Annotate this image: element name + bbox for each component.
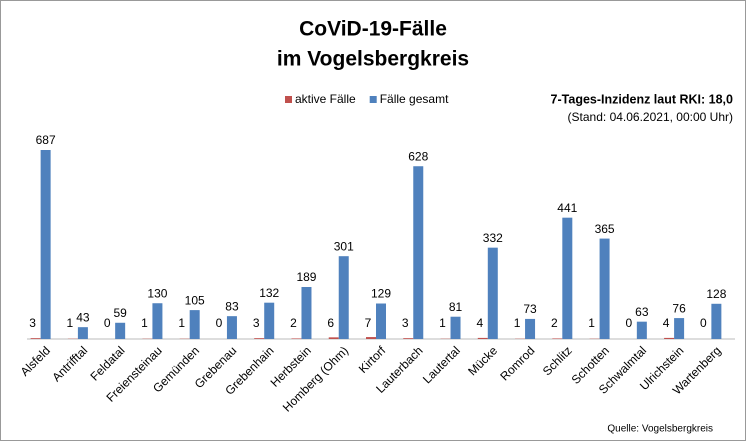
data-label: 128 [706, 287, 726, 301]
bar [226, 316, 237, 339]
bar [77, 327, 88, 339]
data-label: 332 [483, 231, 503, 245]
data-label: 1 [588, 316, 595, 330]
data-label: 83 [225, 299, 239, 313]
bar [477, 337, 488, 339]
data-label: 3 [402, 316, 409, 330]
data-label: 132 [259, 286, 279, 300]
data-label: 2 [551, 316, 558, 330]
chart-title: CoViD-19-Fälle [299, 18, 447, 41]
data-label: 0 [700, 316, 707, 330]
data-label: 1 [141, 316, 148, 330]
data-label: 1 [67, 316, 74, 330]
bar [264, 302, 275, 339]
data-label: 81 [449, 300, 463, 314]
data-label: 0 [104, 316, 111, 330]
bar [562, 217, 573, 339]
bar [328, 337, 339, 339]
bar [636, 321, 647, 339]
data-label: 4 [476, 316, 483, 330]
data-label: 441 [557, 201, 577, 215]
data-label: 130 [147, 286, 167, 300]
bar [115, 322, 126, 339]
bar [664, 337, 675, 339]
bar [711, 303, 722, 339]
data-label: 1 [514, 316, 521, 330]
bar [301, 287, 312, 339]
bar [254, 338, 265, 339]
legend-swatch [285, 96, 292, 103]
data-label: 365 [595, 222, 615, 236]
bar [403, 338, 414, 339]
data-label: 0 [216, 316, 223, 330]
data-label: 2 [290, 316, 297, 330]
data-label: 43 [76, 310, 90, 324]
data-label: 189 [296, 270, 316, 284]
bar [599, 238, 610, 339]
data-label: 687 [36, 133, 56, 147]
data-label: 6 [327, 316, 334, 330]
bar [338, 256, 349, 339]
data-label: 76 [672, 301, 686, 315]
bar [450, 316, 461, 339]
bar [30, 338, 41, 339]
data-label: 4 [663, 316, 670, 330]
bar [413, 166, 424, 339]
chart-subtitle: im Vogelsbergkreis [277, 48, 469, 71]
data-label: 129 [371, 287, 391, 301]
data-label: 0 [625, 316, 632, 330]
annotation: (Stand: 04.06.2021, 00:00 Uhr) [568, 110, 733, 124]
bar [552, 338, 563, 339]
source: Quelle: Vogelsbergkreis [607, 424, 713, 435]
bar [376, 303, 386, 339]
bar [189, 310, 200, 339]
data-label: 63 [635, 305, 649, 319]
data-label: 301 [334, 239, 354, 253]
legend-label: Fälle gesamt [380, 92, 449, 106]
data-label: 7 [365, 316, 372, 330]
data-label: 105 [185, 293, 205, 307]
annotation: 7-Tages-Inzidenz laut RKI: 18,0 [551, 92, 733, 106]
legend-swatch [369, 96, 377, 103]
bar [366, 337, 376, 339]
legend-label: aktive Fälle [295, 92, 356, 106]
bar [40, 150, 51, 339]
bar [487, 247, 498, 339]
data-label: 1 [439, 316, 446, 330]
bar [291, 338, 302, 339]
data-label: 628 [408, 149, 428, 163]
data-label: 73 [523, 302, 537, 316]
bar [525, 318, 536, 339]
bar [152, 303, 163, 339]
data-label: 3 [253, 316, 260, 330]
data-label: 59 [113, 306, 127, 320]
data-label: 1 [178, 316, 185, 330]
data-label: 3 [29, 316, 36, 330]
bar [674, 318, 685, 339]
